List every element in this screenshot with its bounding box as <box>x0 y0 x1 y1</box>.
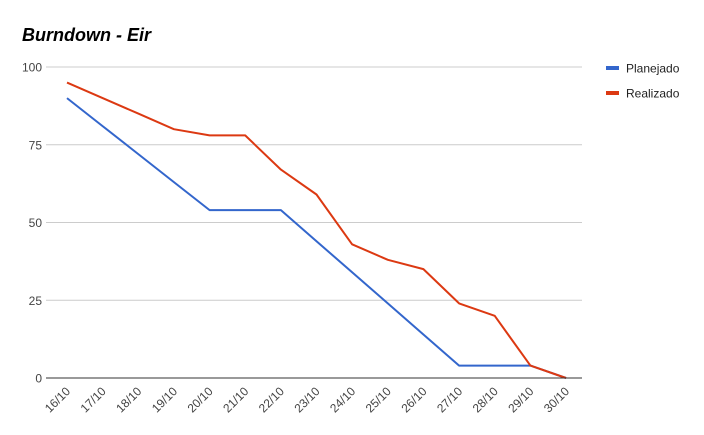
x-tick-label: 22/10 <box>256 384 287 415</box>
y-axis-tick-labels: 0 25 50 75 100 <box>22 61 42 386</box>
y-tick-label: 0 <box>35 372 42 386</box>
x-tick-label: 24/10 <box>327 384 358 415</box>
x-tick-label: 19/10 <box>149 384 180 415</box>
legend-label-planejado: Planejado <box>626 62 680 76</box>
x-tick-label: 25/10 <box>363 384 394 415</box>
legend: Planejado Realizado <box>606 62 680 101</box>
x-tick-label: 29/10 <box>505 384 536 415</box>
y-tick-label: 75 <box>29 138 43 152</box>
x-tick-label: 18/10 <box>113 384 144 415</box>
chart-title: Burndown - Eir <box>22 25 152 45</box>
y-tick-label: 100 <box>22 61 42 75</box>
legend-swatch-planejado <box>606 66 619 70</box>
y-tick-label: 50 <box>29 216 43 230</box>
gridlines <box>46 66 582 301</box>
x-tick-label: 20/10 <box>185 384 216 415</box>
x-tick-label: 26/10 <box>398 384 429 415</box>
x-axis-tick-labels: 16/10 17/10 18/10 19/10 20/10 21/10 22/10 23/10… <box>42 384 572 415</box>
x-tick-label: 27/10 <box>434 384 465 415</box>
x-tick-label: 23/10 <box>291 384 322 415</box>
x-tick-label: 17/10 <box>78 384 109 415</box>
y-tick-label: 25 <box>29 294 43 308</box>
series-line-planejado <box>66 97 567 379</box>
series-lines <box>66 81 567 379</box>
x-tick-label: 28/10 <box>470 384 501 415</box>
series-line-realizado <box>66 81 567 379</box>
x-tick-label: 21/10 <box>220 384 251 415</box>
x-tick-label: 16/10 <box>42 384 73 415</box>
legend-swatch-realizado <box>606 91 619 95</box>
legend-label-realizado: Realizado <box>626 87 680 101</box>
x-tick-label: 30/10 <box>541 384 572 415</box>
